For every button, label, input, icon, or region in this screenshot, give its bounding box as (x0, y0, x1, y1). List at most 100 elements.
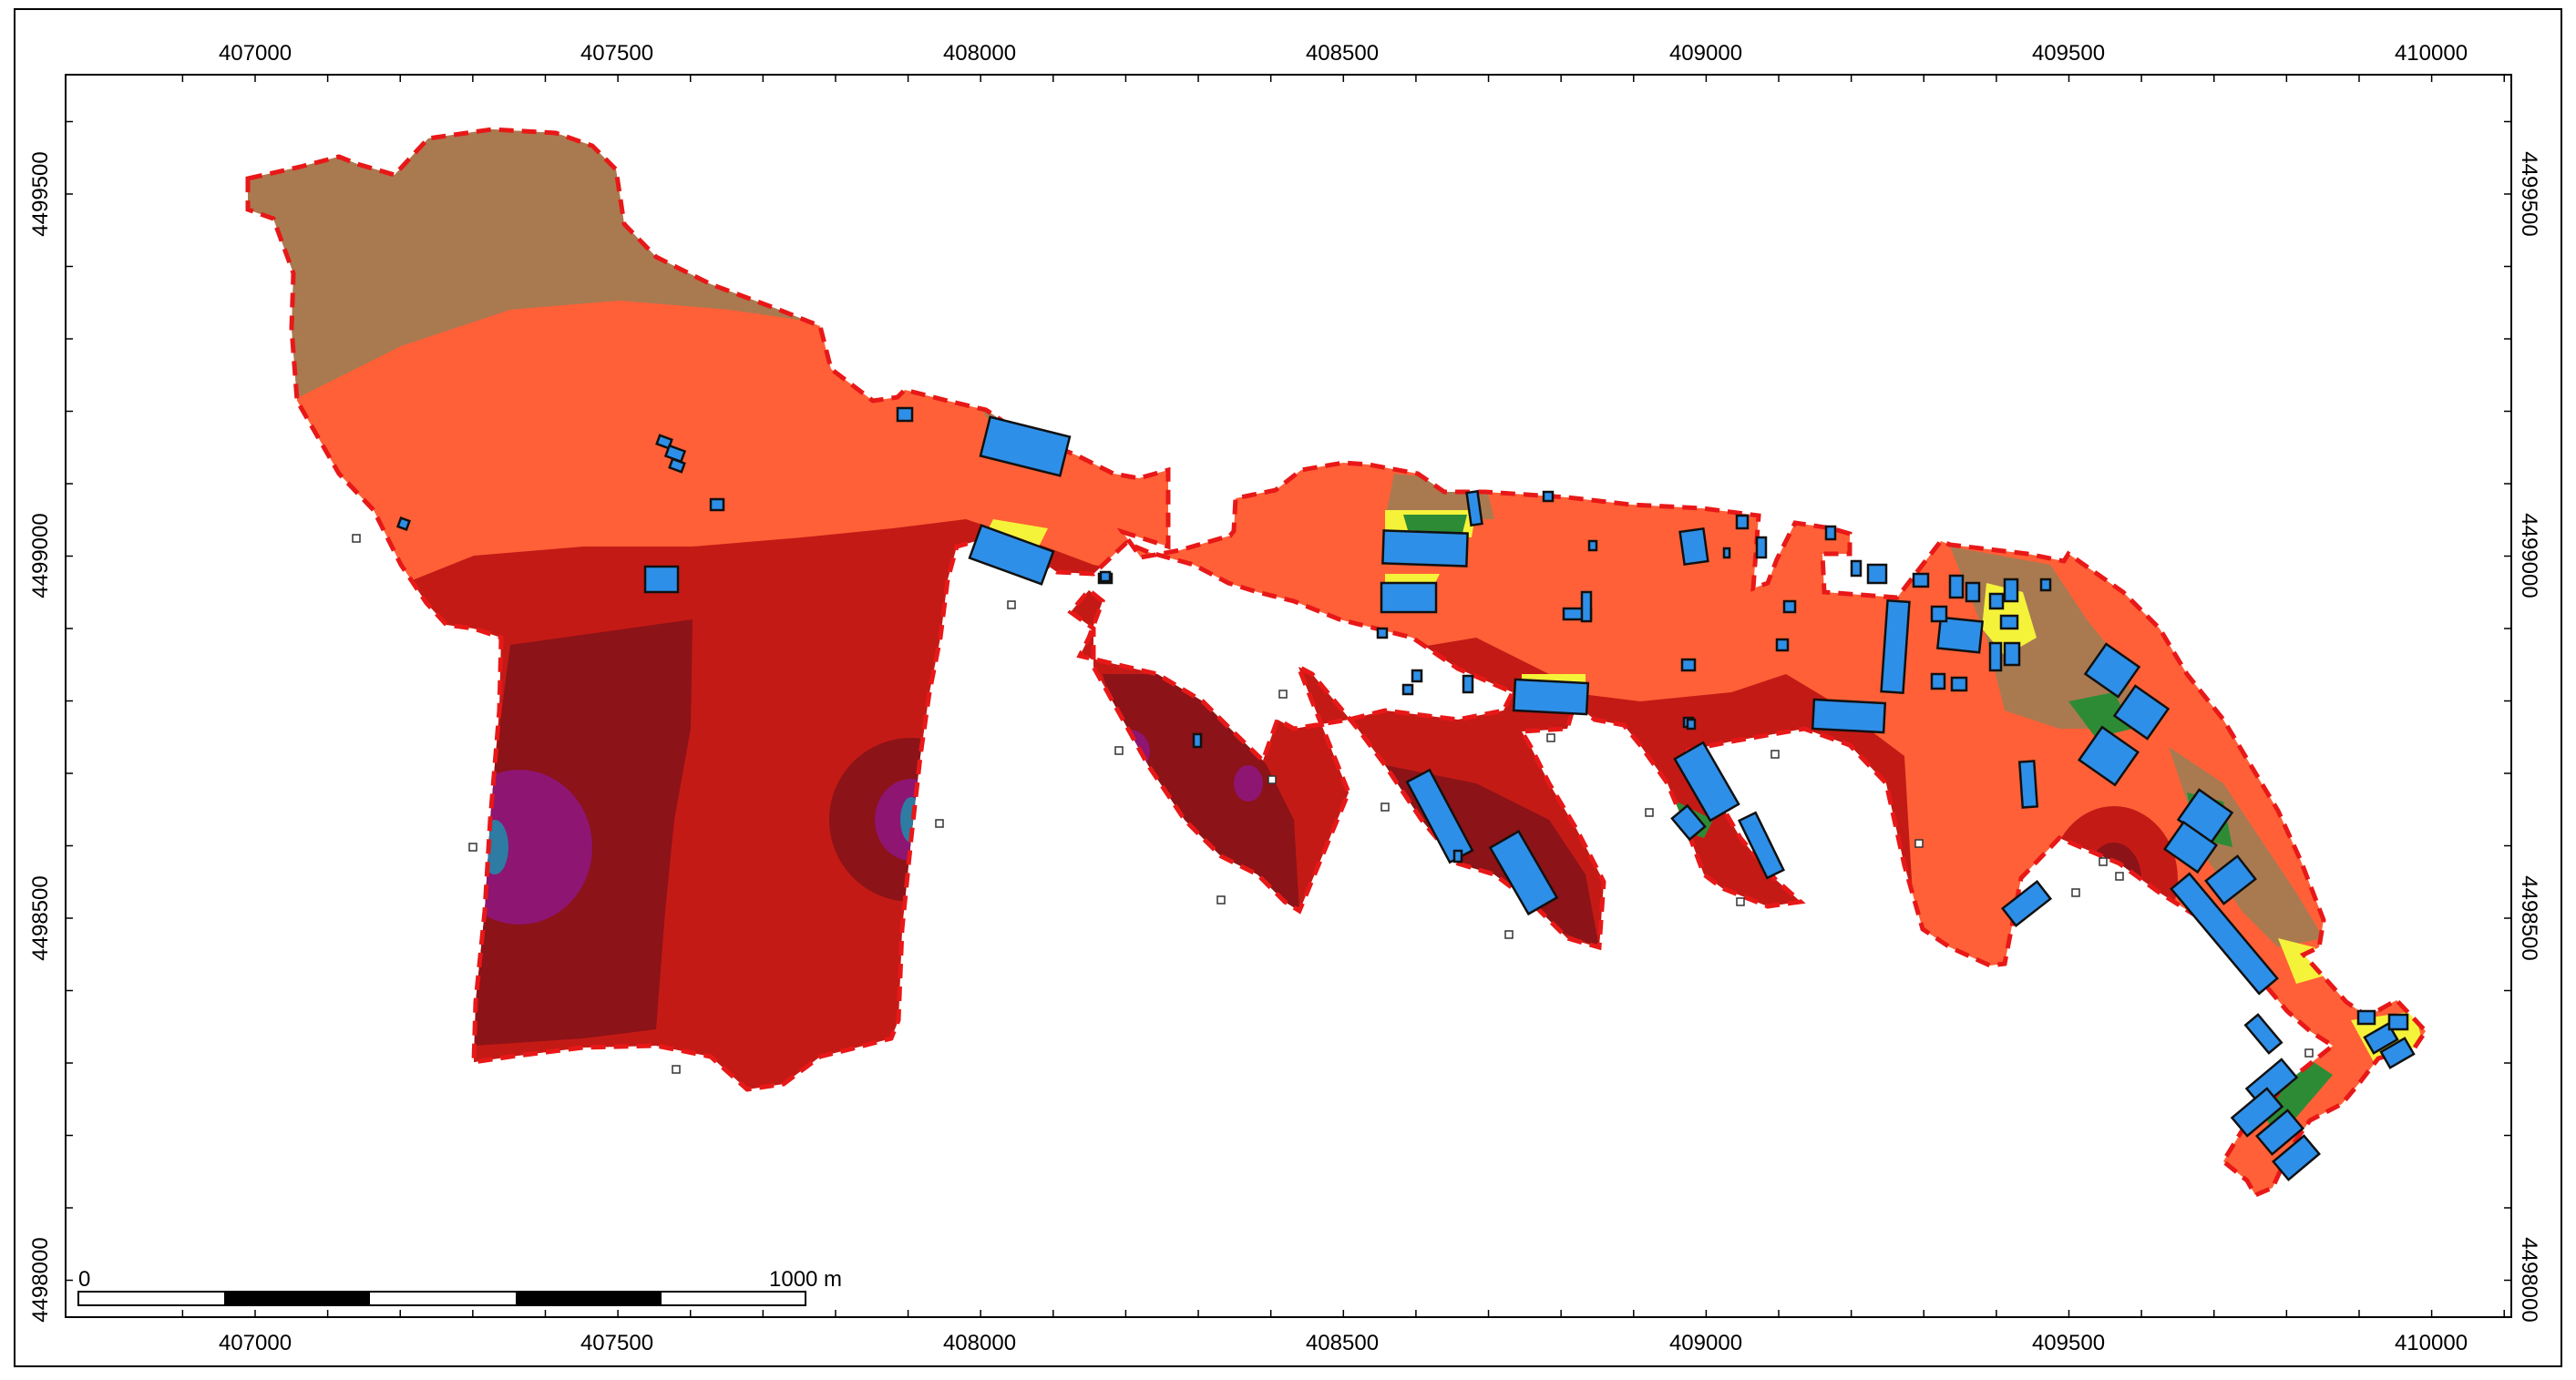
building (668, 457, 686, 474)
building (1737, 811, 1786, 880)
building (1380, 581, 1438, 614)
building (1670, 803, 1707, 842)
x-axis-bottom-labels: 407000 407500 408000 408500 409000 40950… (219, 1331, 2468, 1355)
x-tick-label: 409500 (2032, 1331, 2105, 1355)
building (2363, 1022, 2399, 1055)
zone-purple-small2 (1234, 765, 1263, 802)
y-tick-label: 4499000 (28, 513, 53, 598)
outer-frame (14, 8, 2562, 1367)
y-tick-label: 4498500 (2517, 875, 2541, 960)
building (1512, 678, 1590, 716)
receptor-point (2115, 872, 2124, 881)
building (1930, 672, 1946, 690)
building (2162, 820, 2219, 874)
building (1824, 525, 1837, 541)
receptor-point (672, 1065, 681, 1074)
building (2003, 641, 2021, 667)
x-tick-label: 408500 (1306, 1331, 1379, 1355)
receptor-point (352, 534, 361, 543)
building (1948, 574, 1965, 599)
building (2003, 578, 2019, 603)
y-tick-label: 4499500 (2517, 151, 2541, 236)
buildings-layer (395, 406, 2416, 1181)
y-tick-label: 4498500 (28, 875, 53, 960)
receptor-point (1267, 775, 1277, 784)
building (1542, 490, 1555, 503)
receptor-point (2099, 857, 2108, 866)
receptor-points (352, 534, 2314, 1074)
building (1880, 598, 1911, 695)
receptor-point (1770, 750, 1780, 759)
y-tick-label: 4499000 (2517, 513, 2541, 598)
x-tick-label: 407500 (580, 41, 653, 66)
building (1735, 514, 1750, 530)
building (2255, 1109, 2304, 1156)
building (2204, 854, 2257, 905)
receptor-point (1546, 733, 1555, 742)
building (1680, 658, 1697, 672)
y-axis-left-labels: 4499500 4499000 4498500 4498000 (28, 151, 53, 1322)
building (1192, 732, 1203, 749)
receptor-point (1380, 802, 1390, 812)
x-tick-label: 409000 (1669, 1331, 1742, 1355)
building (1755, 536, 1768, 559)
building (979, 415, 1072, 477)
receptor-point (1278, 690, 1288, 699)
building (1465, 489, 1483, 527)
building (1587, 539, 1598, 552)
x-tick-label: 410000 (2395, 1331, 2468, 1355)
receptor-point (1007, 600, 1016, 609)
scale-bar: 0 1000 m (77, 1267, 842, 1306)
building (1686, 718, 1697, 731)
building (896, 406, 914, 423)
building (2000, 880, 2053, 927)
building (655, 434, 673, 450)
building (1488, 829, 1559, 916)
building (1722, 547, 1731, 559)
receptor-point (1736, 897, 1745, 906)
building (1912, 572, 1930, 588)
building (2230, 1087, 2284, 1138)
building (1935, 616, 1985, 654)
zone-green-east3 (2251, 1057, 2333, 1139)
x-tick-label: 408000 (943, 41, 1016, 66)
building (2356, 1009, 2376, 1026)
y-tick-label: 4498000 (2517, 1237, 2541, 1322)
building (2272, 1134, 2321, 1181)
building (2379, 1037, 2416, 1069)
building (2112, 684, 2171, 741)
building (1376, 627, 1389, 639)
x-tick-label: 408500 (1306, 41, 1379, 66)
building (2077, 725, 2140, 787)
building (1988, 641, 2003, 672)
scale-bar-segment (224, 1292, 370, 1305)
building (2170, 872, 2279, 996)
receptor-point (468, 843, 477, 852)
building (2243, 1013, 2284, 1055)
receptor-point (1114, 746, 1124, 755)
x-tick-label: 408000 (943, 1331, 1016, 1355)
building (968, 524, 1055, 586)
building (1811, 698, 1887, 734)
building (1673, 741, 1740, 823)
x-tick-label: 407000 (219, 41, 292, 66)
y-axis-right-labels: 4499500 4499000 4498500 4498000 (2517, 151, 2541, 1322)
y-tick-label: 4498000 (28, 1237, 53, 1322)
building (2083, 642, 2141, 699)
building (2039, 578, 2052, 592)
zone-green-n2 (1403, 515, 1467, 533)
receptor-point (1504, 930, 1514, 939)
building (1678, 526, 1709, 567)
building (1866, 563, 1888, 585)
scale-bar-frame (77, 1291, 806, 1306)
zone-darkred-strip1 (1103, 674, 1299, 911)
zone-green-east1 (2068, 692, 2132, 738)
building (1850, 559, 1863, 578)
scale-bar-end-label: 1000 m (769, 1267, 842, 1292)
tick-marks (66, 75, 2511, 1317)
x-tick-label: 407500 (580, 1331, 653, 1355)
building (1401, 683, 1414, 696)
building (1099, 570, 1112, 583)
x-tick-label: 410000 (2395, 41, 2468, 66)
